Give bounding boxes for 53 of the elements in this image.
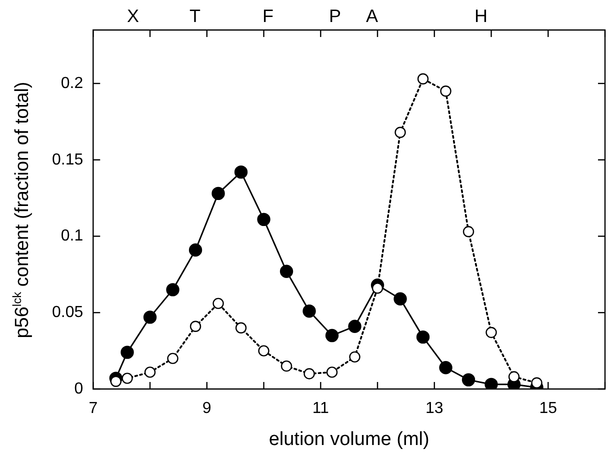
point	[234, 165, 248, 179]
point	[348, 320, 362, 333]
point	[326, 366, 338, 378]
point	[484, 378, 498, 389]
point	[122, 372, 133, 384]
point	[120, 346, 134, 359]
point	[167, 352, 178, 364]
point	[394, 126, 406, 138]
point	[302, 304, 316, 318]
point	[110, 376, 122, 387]
point	[531, 377, 542, 388]
point	[440, 86, 452, 97]
x-axis-title: elution volume (ml)	[268, 428, 430, 450]
point	[372, 282, 384, 294]
point	[257, 212, 270, 226]
point	[349, 351, 360, 363]
text: T	[190, 6, 200, 26]
point	[439, 361, 452, 374]
point	[304, 368, 315, 380]
text: H	[474, 6, 488, 26]
point	[486, 326, 497, 338]
point	[258, 345, 270, 356]
text: P	[328, 6, 342, 26]
point	[416, 330, 430, 344]
text: A	[366, 6, 378, 26]
point	[462, 226, 474, 238]
y-tick-label: 0	[74, 380, 84, 398]
x-tick-label: 15	[539, 400, 558, 418]
x-tick-label: 7	[88, 400, 98, 418]
point	[394, 292, 407, 306]
point	[190, 320, 202, 332]
point	[212, 186, 225, 200]
y-tick-label: 0.05	[52, 304, 84, 322]
text: X	[126, 6, 140, 26]
point	[143, 310, 157, 324]
point	[280, 264, 294, 278]
y-tick-label: 0.1	[60, 228, 84, 245]
point	[325, 328, 339, 342]
point	[462, 373, 476, 386]
x-tick-label: 11	[312, 400, 330, 418]
text: F	[262, 6, 274, 26]
point	[417, 73, 429, 84]
x-tick-label: 13	[425, 400, 444, 418]
point	[212, 298, 224, 310]
point	[166, 283, 180, 296]
point	[235, 322, 247, 334]
point	[508, 371, 520, 382]
point	[188, 243, 202, 257]
point	[144, 366, 156, 378]
x-tick-label: 9	[202, 400, 212, 418]
y-tick-label: 0.15	[52, 151, 84, 168]
y-tick-label: 0.2	[60, 74, 84, 92]
point	[280, 360, 292, 372]
